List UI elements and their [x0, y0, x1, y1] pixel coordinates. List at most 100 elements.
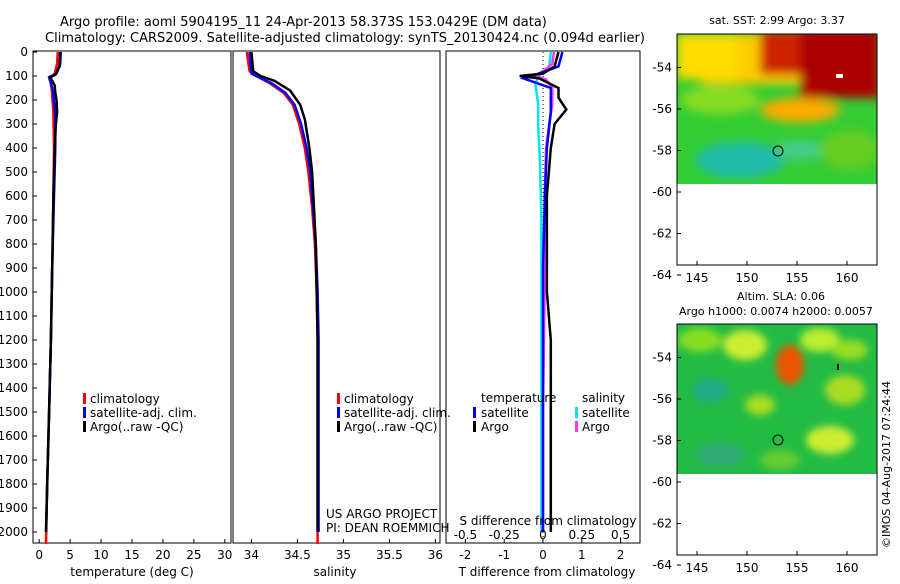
header-title: Argo profile: aoml 5904195_11 24-Apr-201… [60, 15, 547, 30]
map-y-tick-label: -56 [652, 392, 672, 406]
sla-float-location-marker [772, 434, 784, 446]
map-x-tick-label: 145 [686, 271, 709, 285]
x-tick-label: -0.25 [489, 528, 520, 542]
depth-axis: 0 100 200 300 400 500 600 700 800 900 1000 1100 1200… [0, 45, 37, 539]
x-tick-label: 35 [336, 548, 351, 562]
depth-tick-label: 600 [5, 189, 28, 203]
depth-tick-label: 1100 [0, 309, 28, 323]
legend-label: Argo(..raw -QC) [90, 420, 183, 434]
map-y-tick-label: -64 [652, 558, 672, 572]
depth-tick-label: 1700 [0, 453, 28, 467]
legend-title-temperature: temperature [481, 391, 556, 405]
x-tick-label: 2 [617, 548, 625, 562]
depth-tick-label: 300 [5, 117, 28, 131]
depth-tick-label: 1200 [0, 333, 28, 347]
x-tick-label: -0.5 [454, 528, 477, 542]
legend-label: Argo(..raw -QC) [344, 420, 437, 434]
sst-map-field [677, 34, 877, 184]
legend-label: satellite-adj. clim. [90, 406, 197, 420]
map-x-tick-label: 150 [736, 271, 759, 285]
sst-float-location-marker [772, 145, 784, 157]
project-note: US ARGO PROJECT [326, 507, 438, 521]
legend-label: satellite-adj. clim. [344, 406, 451, 420]
map-x-tick-label: 160 [836, 271, 859, 285]
x-tick-label: 34 [244, 548, 259, 562]
map-y-tick-label: -56 [652, 102, 672, 116]
x-tick-label: 30 [217, 548, 232, 562]
sla-map-field [677, 324, 877, 474]
depth-tick-label: 700 [5, 213, 28, 227]
legend-swatch-s-argo [575, 421, 578, 432]
temperature-xlabel: temperature (deg C) [70, 565, 193, 579]
series-line-argo [519, 51, 568, 532]
depth-tick-label: 1900 [0, 501, 28, 515]
map-y-tick-label: -62 [652, 517, 672, 531]
x-tick-label: 15 [124, 548, 139, 562]
legend-swatch-t-satellite [473, 407, 476, 418]
series-line-satellite-adj-clim- [248, 51, 320, 532]
difference-legend: temperature salinity satellite Argo sate… [473, 391, 630, 434]
series-line-argo-raw-qc- [44, 51, 62, 533]
depth-tick-label: 500 [5, 165, 28, 179]
imos-stamp: ©IMOS 04-Aug-2017 07:24:44 [880, 381, 893, 548]
legend-label: satellite [481, 406, 529, 420]
legend-label: climatology [344, 392, 414, 406]
legend-label: Argo [582, 420, 610, 434]
legend-swatch-climatology [83, 393, 86, 404]
map-x-tick-label: 160 [836, 561, 859, 575]
map-y-tick-label: -54 [652, 61, 672, 75]
sst-map-yticks: -54 -56 -58 -60 -62 -64 [652, 61, 681, 282]
depth-tick-label: 100 [5, 69, 28, 83]
depth-tick-label: 1000 [0, 285, 28, 299]
x-tick-label: 36 [428, 548, 443, 562]
legend-swatch-t-argo [473, 421, 476, 432]
depth-tick-label: 2000 [0, 525, 28, 539]
map-y-tick-label: -64 [652, 268, 672, 282]
sla-map-xticks: 145 150 155 160 [686, 551, 859, 575]
difference-curves [519, 51, 568, 542]
x-tick-label: 5 [66, 548, 74, 562]
map-x-tick-label: 155 [786, 561, 809, 575]
salinity-xlabel: salinity [313, 565, 356, 579]
s-difference-ticks: -0.5 -0.25 0 0.25 0.5 [454, 528, 630, 542]
sla-map-title: Altim. SLA: 0.06 [737, 290, 825, 303]
map-y-tick-label: -62 [652, 227, 672, 241]
sst-map-xticks: 145 150 155 160 [686, 261, 859, 285]
map-y-tick-label: -58 [652, 144, 672, 158]
legend-swatch-climatology [337, 393, 340, 404]
sla-argo-marker [837, 364, 839, 370]
header-subtitle: Climatology: CARS2009. Satellite-adjuste… [45, 31, 645, 46]
legend-label: Argo [481, 420, 509, 434]
difference-xticks: -2 -1 0 1 2 [459, 539, 624, 562]
salinity-panel [232, 50, 441, 544]
map-y-tick-label: -58 [652, 434, 672, 448]
depth-tick-label: 1400 [0, 381, 28, 395]
depth-tick-label: 1600 [0, 429, 28, 443]
depth-tick-label: 0 [20, 45, 28, 59]
sst-argo-marker [836, 74, 843, 78]
salinity-xticks: 34 34.5 35 35.5 36 [244, 539, 443, 562]
t-diff-xlabel: T difference from climatology [458, 565, 636, 579]
legend-title-salinity: salinity [582, 391, 625, 405]
x-tick-label: 25 [186, 548, 201, 562]
sst-map-frame [676, 33, 878, 266]
map-y-tick-label: -60 [652, 185, 672, 199]
x-tick-label: 34.5 [284, 548, 311, 562]
x-tick-label: 35.5 [376, 548, 403, 562]
depth-tick-label: 400 [5, 141, 28, 155]
salinity-curves [245, 51, 320, 544]
x-tick-label: 0.5 [611, 528, 630, 542]
map-x-tick-label: 145 [686, 561, 709, 575]
depth-tick-label: 1300 [0, 357, 28, 371]
legend-swatch-argo [337, 421, 340, 432]
x-tick-label: -1 [498, 548, 510, 562]
map-x-tick-label: 150 [736, 561, 759, 575]
sla-map-subtitle: Argo h1000: 0.0074 h2000: 0.0057 [679, 305, 873, 318]
depth-tick-label: 900 [5, 261, 28, 275]
x-tick-label: -2 [459, 548, 471, 562]
pi-note: PI: DEAN ROEMMICH [326, 521, 449, 535]
map-y-tick-label: -60 [652, 475, 672, 489]
s-diff-label: S difference from climatology [460, 514, 637, 528]
depth-tick-label: 200 [5, 93, 28, 107]
depth-tick-label: 1500 [0, 405, 28, 419]
